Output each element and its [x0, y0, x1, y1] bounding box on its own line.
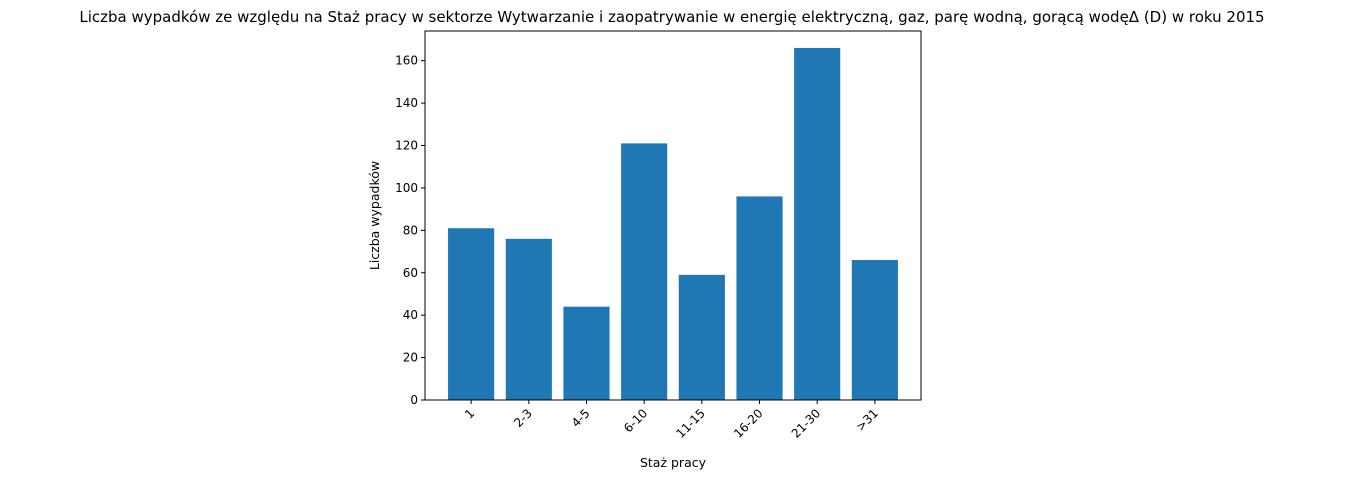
- y-axis-label: Liczba wypadków: [367, 161, 382, 270]
- plot-frame: [424, 30, 922, 401]
- x-tick-label: 6-10: [621, 406, 650, 435]
- x-tick-label: 1: [462, 406, 477, 421]
- y-tick-label: 20: [403, 351, 418, 365]
- x-axis-label: Staż pracy: [640, 455, 707, 470]
- y-tick-label: 80: [403, 223, 418, 237]
- y-tick-label: 60: [403, 266, 418, 280]
- bar-1: [448, 228, 495, 400]
- y-tick-label: 40: [403, 308, 418, 322]
- bar-2-3: [505, 238, 552, 400]
- bar-16-20: [736, 196, 783, 400]
- y-tick-label: 100: [395, 181, 418, 195]
- bar-11-15: [678, 274, 725, 400]
- bar-4-5: [563, 306, 610, 400]
- x-tick-label: >31: [853, 406, 881, 434]
- y-tick-label: 160: [395, 54, 418, 68]
- bar-21-30: [794, 47, 841, 401]
- x-tick-label: 2-3: [511, 406, 535, 430]
- x-tick-label: 11-15: [673, 406, 708, 441]
- chart-title: Liczba wypadków ze względu na Staż pracy…: [79, 8, 1264, 26]
- y-tick-label: 120: [395, 139, 418, 153]
- y-tick-label: 140: [395, 96, 418, 110]
- bar-6-10: [621, 143, 668, 400]
- x-tick-label: 21-30: [789, 406, 824, 441]
- bar->31: [851, 260, 898, 400]
- y-tick-label: 0: [410, 393, 418, 407]
- x-tick-label: 16-20: [731, 406, 766, 441]
- x-tick-label: 4-5: [569, 406, 593, 430]
